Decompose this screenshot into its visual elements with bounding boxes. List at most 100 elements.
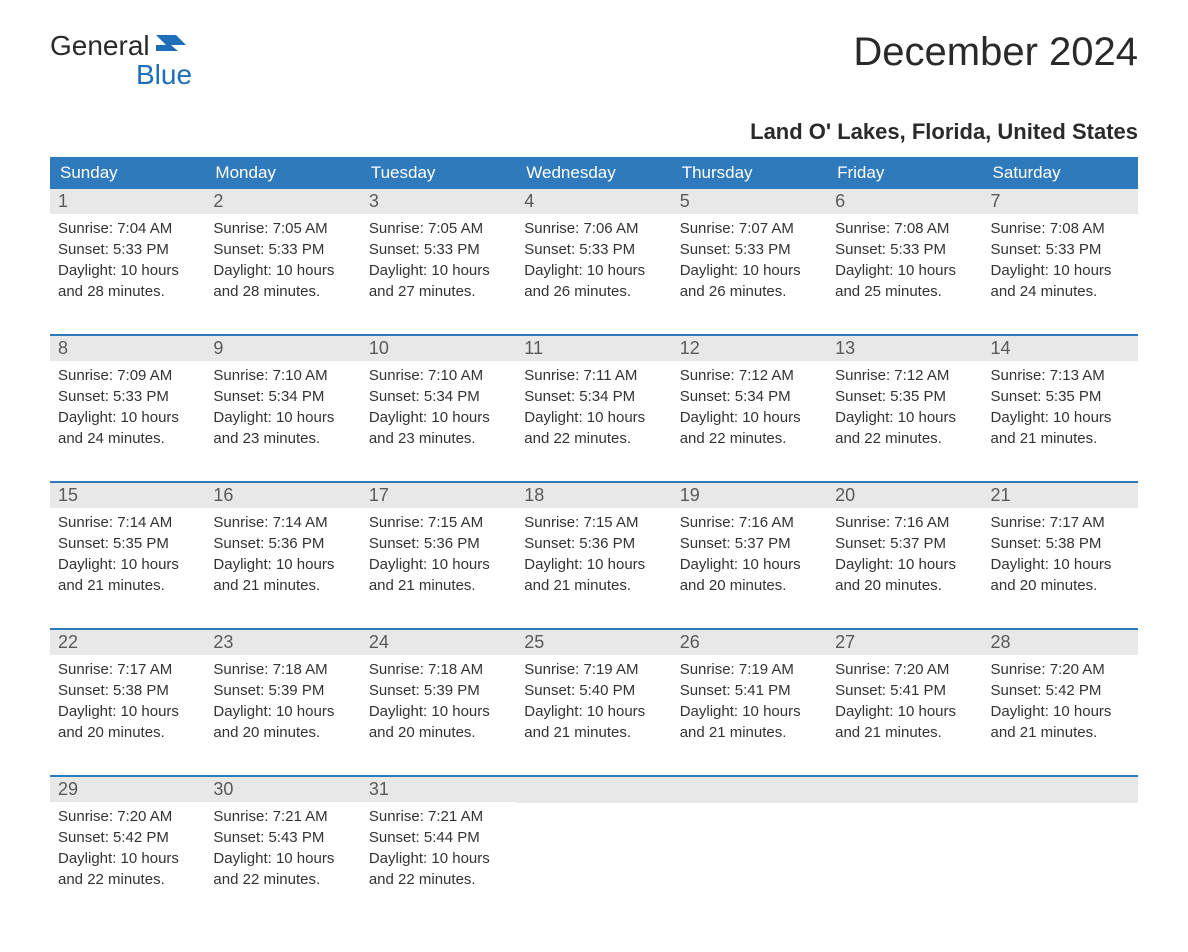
day-body: Sunrise: 7:12 AMSunset: 5:34 PMDaylight:… — [672, 361, 827, 457]
day-number: 18 — [524, 485, 544, 505]
daylight-line2: and 28 minutes. — [213, 281, 352, 302]
day-cell: 13Sunrise: 7:12 AMSunset: 5:35 PMDayligh… — [827, 336, 982, 457]
sunrise-text: Sunrise: 7:15 AM — [369, 512, 508, 533]
day-body: Sunrise: 7:16 AMSunset: 5:37 PMDaylight:… — [827, 508, 982, 604]
daylight-line1: Daylight: 10 hours — [835, 554, 974, 575]
sunset-text: Sunset: 5:37 PM — [680, 533, 819, 554]
daylight-line1: Daylight: 10 hours — [835, 701, 974, 722]
day-body: Sunrise: 7:08 AMSunset: 5:33 PMDaylight:… — [983, 214, 1138, 310]
daylight-line1: Daylight: 10 hours — [524, 701, 663, 722]
day-number-row: 13 — [827, 336, 982, 361]
day-number: 21 — [991, 485, 1011, 505]
daylight-line2: and 21 minutes. — [835, 722, 974, 743]
day-number: 17 — [369, 485, 389, 505]
sunrise-text: Sunrise: 7:14 AM — [213, 512, 352, 533]
day-number-row: 12 — [672, 336, 827, 361]
day-number-row: 8 — [50, 336, 205, 361]
day-cell: 8 Sunrise: 7:09 AMSunset: 5:33 PMDaylight… — [50, 336, 205, 457]
day-body: Sunrise: 7:06 AMSunset: 5:33 PMDaylight:… — [516, 214, 671, 310]
sunrise-text: Sunrise: 7:04 AM — [58, 218, 197, 239]
daylight-line2: and 20 minutes. — [680, 575, 819, 596]
daylight-line2: and 24 minutes. — [991, 281, 1130, 302]
sunrise-text: Sunrise: 7:07 AM — [680, 218, 819, 239]
sunrise-text: Sunrise: 7:20 AM — [991, 659, 1130, 680]
sunset-text: Sunset: 5:35 PM — [991, 386, 1130, 407]
daylight-line1: Daylight: 10 hours — [991, 701, 1130, 722]
daylight-line1: Daylight: 10 hours — [835, 407, 974, 428]
day-body: Sunrise: 7:10 AMSunset: 5:34 PMDaylight:… — [205, 361, 360, 457]
daylight-line1: Daylight: 10 hours — [369, 848, 508, 869]
day-number-row: 1 — [50, 189, 205, 214]
day-cell: 14Sunrise: 7:13 AMSunset: 5:35 PMDayligh… — [983, 336, 1138, 457]
day-number-row: 25 — [516, 630, 671, 655]
week-row: 8 Sunrise: 7:09 AMSunset: 5:33 PMDaylight… — [50, 334, 1138, 457]
day-body: Sunrise: 7:18 AMSunset: 5:39 PMDaylight:… — [361, 655, 516, 751]
daylight-line2: and 20 minutes. — [835, 575, 974, 596]
day-cell: 27Sunrise: 7:20 AMSunset: 5:41 PMDayligh… — [827, 630, 982, 751]
daylight-line2: and 22 minutes. — [524, 428, 663, 449]
sunset-text: Sunset: 5:33 PM — [524, 239, 663, 260]
sunrise-text: Sunrise: 7:21 AM — [369, 806, 508, 827]
daylight-line2: and 20 minutes. — [58, 722, 197, 743]
day-number-row: 20 — [827, 483, 982, 508]
day-number: 20 — [835, 485, 855, 505]
sunset-text: Sunset: 5:39 PM — [369, 680, 508, 701]
daylight-line1: Daylight: 10 hours — [524, 554, 663, 575]
week-row: 15 Sunrise: 7:14 AM Sunset: 5:35 PM Dayligh… — [50, 481, 1138, 604]
sunrise-text: Sunrise: 7:08 AM — [991, 218, 1130, 239]
day-body: Sunrise: 7:09 AMSunset: 5:33 PMDaylight:… — [50, 361, 205, 457]
day-number: 28 — [991, 632, 1011, 652]
daylight-line1: Daylight: 10 hours — [213, 554, 352, 575]
dow-saturday: Saturday — [983, 157, 1138, 189]
day-number: 15 — [58, 485, 78, 505]
day-body: Sunrise: 7:18 AMSunset: 5:39 PMDaylight:… — [205, 655, 360, 751]
daylight-line1: Daylight: 10 hours — [58, 701, 197, 722]
daylight-line1: Daylight: 10 hours — [213, 407, 352, 428]
day-number: 8 — [58, 338, 68, 358]
sunset-text: Sunset: 5:35 PM — [58, 533, 197, 554]
sunset-text: Sunset: 5:42 PM — [991, 680, 1130, 701]
day-body: Sunrise: 7:20 AMSunset: 5:42 PMDaylight:… — [983, 655, 1138, 751]
day-number: 4 — [524, 191, 534, 211]
day-cell: 18Sunrise: 7:15 AMSunset: 5:36 PMDayligh… — [516, 483, 671, 604]
day-number: 10 — [369, 338, 389, 358]
daylight-line2: and 28 minutes. — [58, 281, 197, 302]
day-number: 29 — [58, 779, 78, 799]
day-body: Sunrise: 7:14 AMSunset: 5:36 PMDaylight:… — [205, 508, 360, 604]
sunset-text: Sunset: 5:38 PM — [58, 680, 197, 701]
day-body: Sunrise: 7:15 AMSunset: 5:36 PMDaylight:… — [361, 508, 516, 604]
sunrise-text: Sunrise: 7:18 AM — [213, 659, 352, 680]
day-body: Sunrise: 7:07 AMSunset: 5:33 PMDaylight:… — [672, 214, 827, 310]
sunset-text: Sunset: 5:33 PM — [58, 239, 197, 260]
day-cell: 26Sunrise: 7:19 AMSunset: 5:41 PMDayligh… — [672, 630, 827, 751]
daylight-line2: and 21 minutes. — [991, 722, 1130, 743]
daylight-line2: and 21 minutes. — [991, 428, 1130, 449]
daylight-line1: Daylight: 10 hours — [58, 260, 197, 281]
day-body: Sunrise: 7:13 AMSunset: 5:35 PMDaylight:… — [983, 361, 1138, 457]
sunrise-text: Sunrise: 7:16 AM — [680, 512, 819, 533]
day-number-row: 7 — [983, 189, 1138, 214]
daylight-line1: Daylight: 10 hours — [680, 407, 819, 428]
day-number: 30 — [213, 779, 233, 799]
daylight-line1: Daylight: 10 hours — [680, 260, 819, 281]
day-number-row: 9 — [205, 336, 360, 361]
sunrise-text: Sunrise: 7:09 AM — [58, 365, 197, 386]
day-body: Sunrise: 7:20 AMSunset: 5:42 PMDaylight:… — [50, 802, 205, 898]
day-body: Sunrise: 7:21 AMSunset: 5:43 PMDaylight:… — [205, 802, 360, 898]
day-of-week-header-row: Sunday Monday Tuesday Wednesday Thursday… — [50, 157, 1138, 189]
daylight-line2: and 22 minutes. — [213, 869, 352, 890]
day-number: 19 — [680, 485, 700, 505]
empty-day-num-row — [827, 777, 982, 803]
day-cell: 7Sunrise: 7:08 AMSunset: 5:33 PMDaylight… — [983, 189, 1138, 310]
daylight-line1: Daylight: 10 hours — [991, 407, 1130, 428]
empty-day-cell — [827, 777, 982, 898]
dow-thursday: Thursday — [672, 157, 827, 189]
daylight-line2: and 24 minutes. — [58, 428, 197, 449]
daylight-line2: and 21 minutes. — [524, 575, 663, 596]
sunset-text: Sunset: 5:39 PM — [213, 680, 352, 701]
day-cell: 21Sunrise: 7:17 AMSunset: 5:38 PMDayligh… — [983, 483, 1138, 604]
daylight-line2: and 21 minutes. — [213, 575, 352, 596]
daylight-line1: Daylight: 10 hours — [991, 554, 1130, 575]
day-body: Sunrise: 7:05 AMSunset: 5:33 PMDaylight:… — [361, 214, 516, 310]
daylight-line1: Daylight: 10 hours — [213, 701, 352, 722]
